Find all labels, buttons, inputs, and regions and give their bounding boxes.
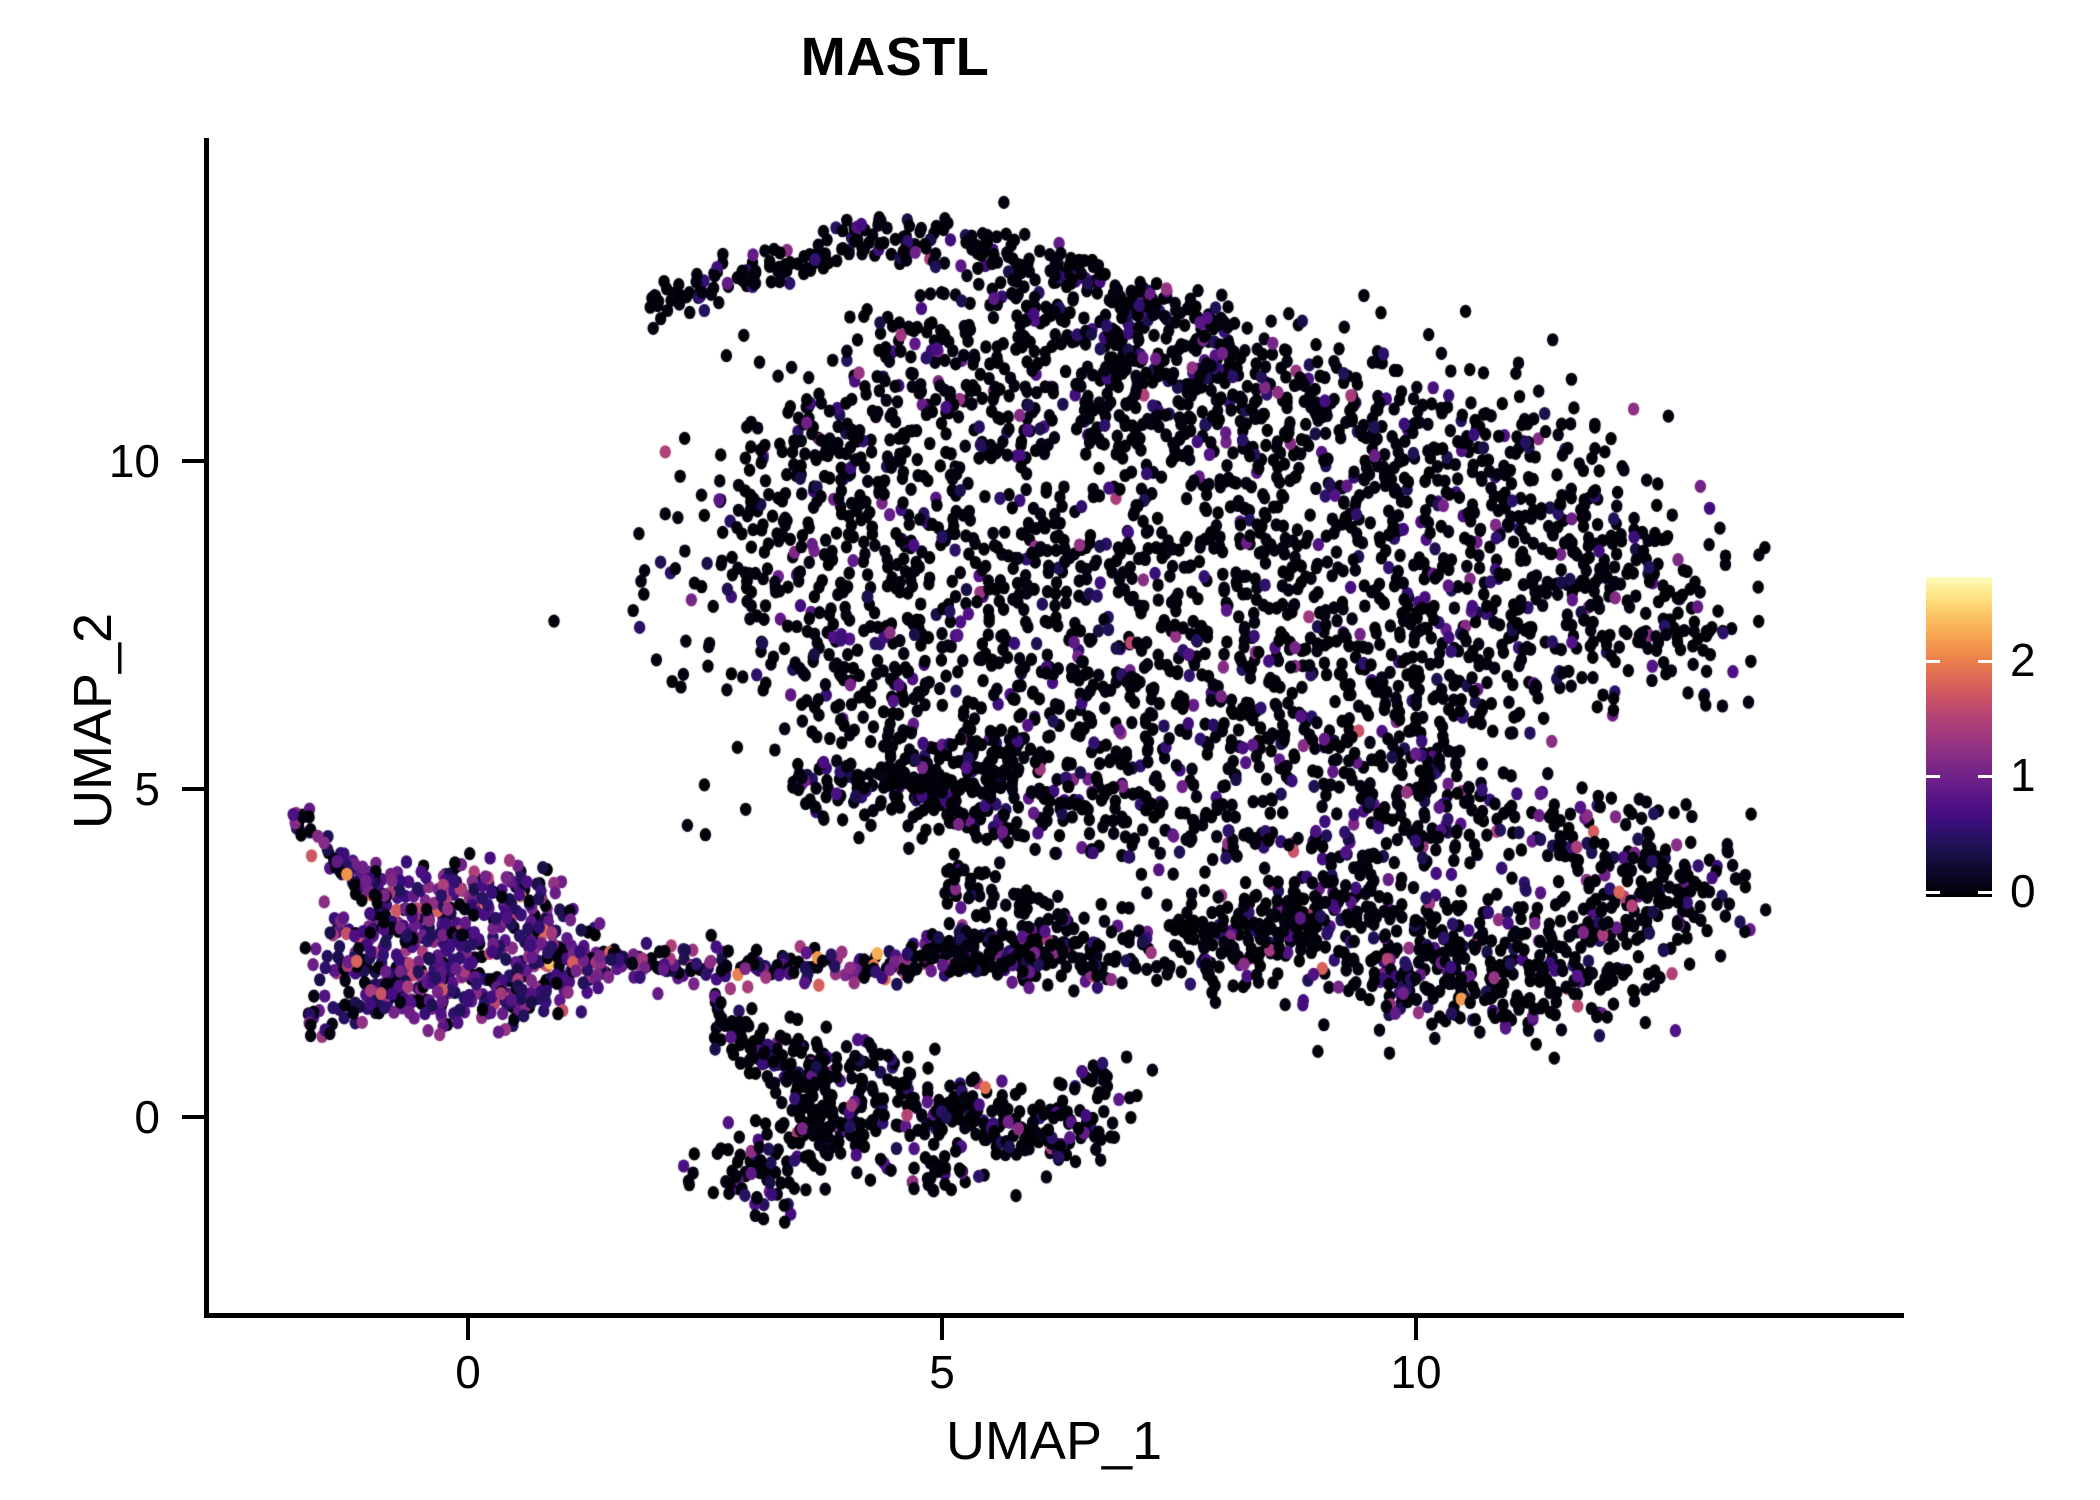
x-axis-line	[204, 1313, 1904, 1318]
page-title: MASTL	[800, 27, 990, 87]
y-axis-title: UMAP_2	[63, 612, 123, 830]
y-axis-line	[204, 138, 209, 1318]
colorbar-tick-mark-1-right	[1978, 775, 1992, 778]
x-tick-label-5: 5	[929, 1346, 955, 1398]
y-tick-mark-5	[182, 787, 204, 791]
colorbar-tick-mark-2-left	[1926, 660, 1940, 663]
colorbar-tick-mark-0-left	[1926, 891, 1940, 894]
colorbar-label-0: 0	[2010, 865, 2036, 917]
colorbar-label-1: 1	[2010, 749, 2036, 801]
x-tick-mark-5	[940, 1318, 944, 1340]
x-tick-mark-0	[466, 1318, 470, 1340]
x-tick-label-0: 0	[455, 1346, 481, 1398]
plot-panel	[205, 138, 1905, 1318]
y-tick-mark-10	[182, 459, 204, 463]
y-tick-label-0: 0	[134, 1091, 160, 1143]
x-tick-mark-10	[1414, 1318, 1418, 1340]
colorbar-label-2: 2	[2010, 634, 2036, 686]
colorbar-tick-mark-1-left	[1926, 775, 1940, 778]
x-tick-label-10: 10	[1390, 1346, 1442, 1398]
y-tick-label-10: 10	[108, 435, 160, 487]
y-tick-mark-0	[182, 1115, 204, 1119]
colorbar-tick-mark-2-right	[1978, 660, 1992, 663]
y-tick-label-5: 5	[134, 763, 160, 815]
colorbar-gradient	[1926, 577, 1992, 897]
colorbar-tick-mark-0-right	[1978, 891, 1992, 894]
scatter-plot-canvas	[205, 138, 1905, 1318]
colorbar-legend: 2 1 0	[1926, 577, 2036, 917]
x-axis-title: UMAP_1	[945, 1411, 1163, 1471]
